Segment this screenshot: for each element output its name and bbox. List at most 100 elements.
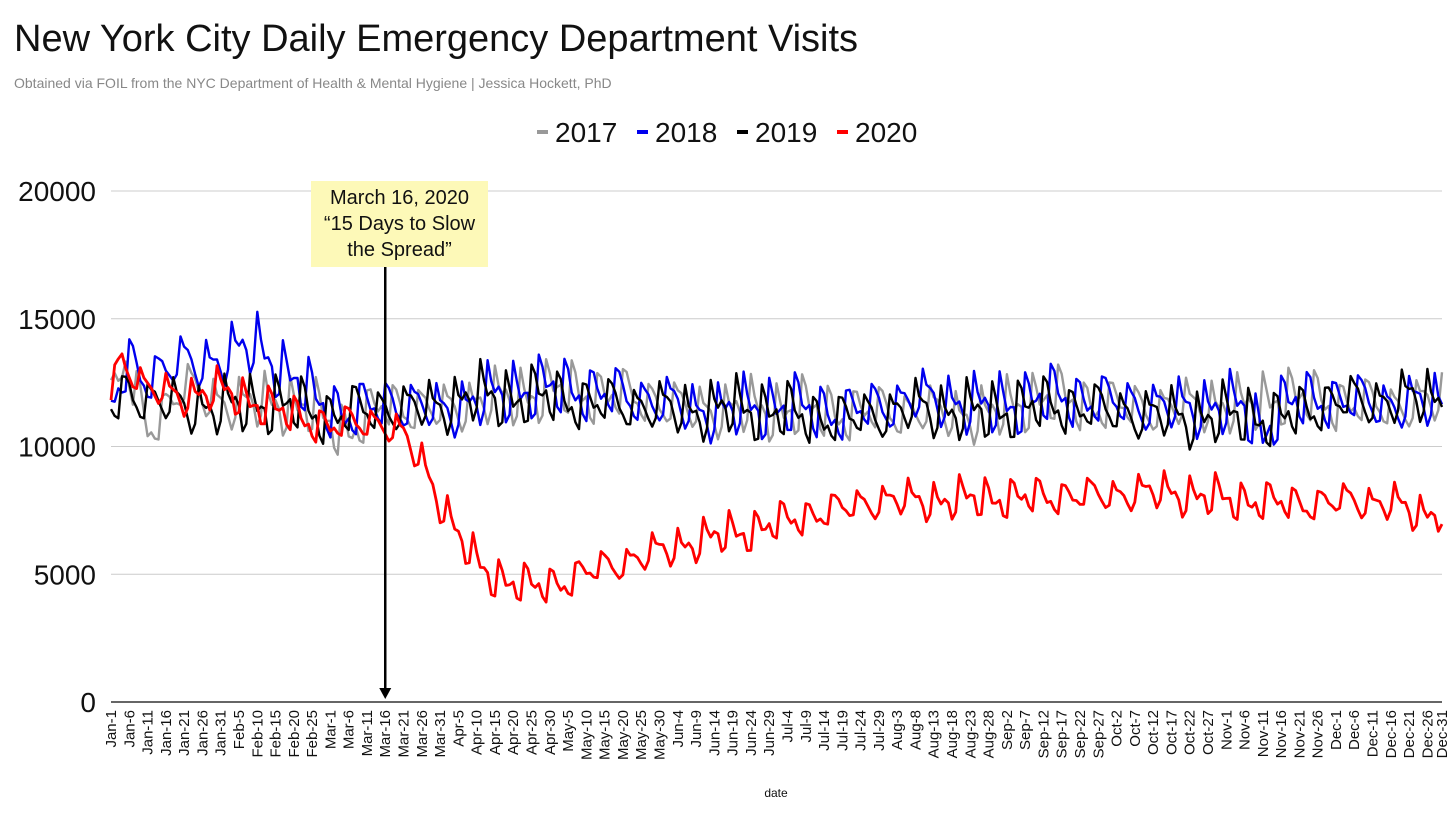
annotation-line-2: “15 Days to Slow <box>323 213 476 235</box>
y-tick-label: 20000 <box>18 176 96 207</box>
x-tick-label: Jul-24 <box>853 710 870 751</box>
x-tick-label: Apr-30 <box>542 710 559 755</box>
x-tick-label: Jun-29 <box>761 710 778 756</box>
x-tick-label: Jan-6 <box>121 710 138 748</box>
annotation-arrow <box>379 267 392 699</box>
legend-label-2018: 2018 <box>655 117 717 148</box>
x-tick-label: Aug-28 <box>981 710 998 758</box>
x-tick-label: Nov-1 <box>1218 710 1235 750</box>
chart-subtitle: Obtained via FOIL from the NYC Departmen… <box>14 75 612 91</box>
x-tick-label: Jan-16 <box>158 710 175 756</box>
x-axis-label: date <box>764 786 788 800</box>
x-tick-label: Mar-31 <box>432 710 449 758</box>
x-tick-label: Jan-11 <box>140 710 157 755</box>
x-tick-label: May-10 <box>578 710 595 760</box>
x-tick-label: Dec-16 <box>1383 710 1400 758</box>
x-tick-label: Oct-7 <box>1127 710 1144 747</box>
x-tick-label: Jul-29 <box>871 710 888 751</box>
x-tick-label: Sep-27 <box>1090 710 1107 758</box>
x-tick-label: Jul-4 <box>779 710 796 743</box>
annotation-line-3: the Spread” <box>347 239 452 261</box>
x-tick-label: Feb-20 <box>286 710 303 758</box>
gridlines <box>111 190 1442 703</box>
series-line-2018 <box>110 310 1444 446</box>
x-tick-label: Nov-6 <box>1237 710 1254 750</box>
x-tick-label: May-30 <box>651 710 668 760</box>
y-tick-label: 0 <box>80 687 96 718</box>
legend: 2017 2018 2019 2020 <box>537 117 917 148</box>
x-tick-label: Nov-26 <box>1310 710 1327 758</box>
x-tick-label: Dec-11 <box>1365 710 1382 757</box>
x-tick-label: Jun-19 <box>725 710 742 756</box>
x-tick-label: Oct-17 <box>1163 710 1180 755</box>
chart-title: New York City Daily Emergency Department… <box>14 18 859 60</box>
legend-label-2020: 2020 <box>855 117 917 148</box>
y-tick-label: 5000 <box>34 559 96 590</box>
x-tick-label: Nov-16 <box>1273 710 1290 758</box>
x-tick-label: Jun-14 <box>706 710 723 756</box>
x-tick-label: Oct-27 <box>1200 710 1217 755</box>
x-tick-label: May-5 <box>560 710 577 752</box>
x-tick-label: Apr-20 <box>505 710 522 755</box>
x-tick-label: Feb-15 <box>268 710 285 758</box>
series-line-2019 <box>109 357 1444 451</box>
x-tick-label: May-25 <box>633 710 650 760</box>
series-lines <box>109 310 1444 604</box>
annotation-callout: March 16, 2020 “15 Days to Slow the Spre… <box>311 181 488 267</box>
x-axis-ticks: Jan-1 Jan-6 Jan-11 Jan-16 Jan-21 Jan-26 Jan-31… <box>103 710 1451 760</box>
x-tick-label: May-15 <box>597 710 614 760</box>
x-tick-label: Jan-26 <box>194 710 211 756</box>
x-tick-label: Jan-31 <box>213 710 230 756</box>
x-tick-label: Jun-9 <box>688 710 705 748</box>
x-tick-label: Nov-21 <box>1291 710 1308 758</box>
x-tick-label: Aug-13 <box>926 710 943 758</box>
x-tick-label: Oct-2 <box>1109 710 1126 747</box>
annotation-line-1: March 16, 2020 <box>330 187 469 209</box>
x-tick-label: Sep-22 <box>1072 710 1089 758</box>
x-tick-label: Aug-3 <box>889 710 906 750</box>
y-axis-ticks: 20000 15000 10000 5000 0 <box>18 176 96 718</box>
annotation-arrow-head <box>379 688 392 699</box>
x-tick-label: Oct-22 <box>1182 710 1199 755</box>
x-tick-label: Jun-4 <box>670 710 687 748</box>
x-tick-label: Aug-23 <box>962 710 979 758</box>
x-tick-label: Sep-7 <box>1017 710 1034 750</box>
x-tick-label: Aug-18 <box>944 710 961 758</box>
x-tick-label: Apr-5 <box>450 710 467 747</box>
x-tick-label: Feb-5 <box>231 710 248 749</box>
x-tick-label: Sep-17 <box>1054 710 1071 758</box>
x-tick-label: Sep-2 <box>999 710 1016 750</box>
x-tick-label: Oct-12 <box>1145 710 1162 755</box>
x-tick-label: Dec-26 <box>1419 710 1436 758</box>
x-tick-label: Dec-21 <box>1401 710 1418 758</box>
x-tick-label: Jul-19 <box>834 710 851 751</box>
x-tick-label: Apr-25 <box>524 710 541 755</box>
x-tick-label: Mar-21 <box>396 710 413 758</box>
x-tick-label: Feb-10 <box>249 710 266 758</box>
x-tick-label: Apr-15 <box>487 710 504 755</box>
x-tick-label: May-20 <box>615 710 632 760</box>
x-tick-label: Sep-12 <box>1035 710 1052 758</box>
y-tick-label: 10000 <box>18 432 96 463</box>
x-tick-label: Mar-1 <box>322 710 339 749</box>
y-tick-label: 15000 <box>18 304 96 335</box>
x-tick-label: Mar-16 <box>377 710 394 758</box>
x-tick-label: Apr-10 <box>469 710 486 755</box>
x-tick-label: Nov-11 <box>1255 710 1272 757</box>
x-tick-label: Mar-11 <box>359 710 376 756</box>
legend-label-2017: 2017 <box>555 117 617 148</box>
x-tick-label: Dec-6 <box>1346 710 1363 750</box>
series-line-2020 <box>109 352 1444 604</box>
x-tick-label: Jul-9 <box>798 710 815 743</box>
x-tick-label: Aug-8 <box>907 710 924 750</box>
x-tick-label: Mar-6 <box>341 710 358 749</box>
x-tick-label: Jan-1 <box>103 710 120 748</box>
x-tick-label: Feb-25 <box>304 710 321 758</box>
legend-label-2019: 2019 <box>755 117 817 148</box>
x-tick-label: Dec-1 <box>1328 710 1345 750</box>
x-tick-label: Dec-31 <box>1434 710 1451 758</box>
x-tick-label: Mar-26 <box>414 710 431 758</box>
x-tick-label: Jul-14 <box>816 710 833 751</box>
x-tick-label: Jun-24 <box>743 710 760 756</box>
